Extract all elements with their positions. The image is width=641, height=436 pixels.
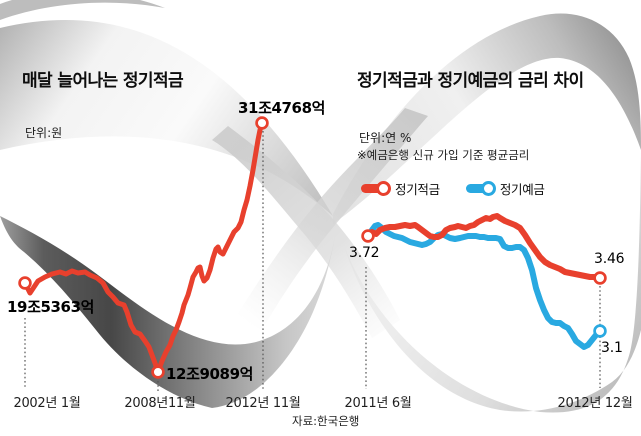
right-start-value-label: 3.72 bbox=[349, 245, 380, 261]
right-chart-title: 정기적금과 정기예금의 금리 차이 bbox=[357, 71, 584, 91]
left-peak-value-label: 31조4768억 bbox=[238, 99, 326, 117]
right-red-end-marker bbox=[593, 271, 607, 285]
ribbon-top-left-sheet bbox=[0, 20, 333, 216]
legend: 정기적금 정기예금 bbox=[361, 179, 545, 198]
right-blue-end-marker bbox=[593, 324, 607, 338]
savings-line-swatch-icon bbox=[361, 180, 391, 196]
ribbon-cross-band-ne-sw bbox=[235, 108, 428, 330]
right-start-marker bbox=[361, 229, 375, 243]
legend-label-savings: 정기적금 bbox=[395, 182, 440, 197]
right-chart-note: ※예금은행 신규 가입 기준 평균금리 bbox=[357, 148, 530, 162]
xtick-2012-11: 2012년 11월 bbox=[225, 396, 301, 411]
ribbon-corner-curl bbox=[0, 0, 165, 20]
left-peak-marker bbox=[255, 116, 269, 130]
right-savings-rate-line bbox=[365, 213, 603, 281]
right-chart-unit: 단위:연 % bbox=[359, 131, 412, 145]
right-red-end-value-label: 3.46 bbox=[594, 251, 625, 267]
ribbon-dark-crescent bbox=[0, 216, 336, 408]
xtick-2002-01: 2002년 1월 bbox=[13, 396, 81, 411]
xtick-2012-12: 2012년 12월 bbox=[557, 396, 633, 411]
left-min-value-label: 12조9089억 bbox=[166, 365, 254, 383]
right-deposit-rate-line bbox=[365, 222, 603, 350]
xtick-2011-06: 2011년 6월 bbox=[344, 396, 412, 411]
legend-item-savings: 정기적금 bbox=[361, 179, 440, 198]
xtick-2008-11: 2008년11월 bbox=[124, 396, 196, 411]
left-chart-unit: 단위:원 bbox=[25, 126, 63, 140]
left-start-value-label: 19조5363억 bbox=[7, 298, 95, 316]
left-start-marker bbox=[18, 276, 32, 290]
right-blue-end-value-label: 3.1 bbox=[601, 340, 623, 356]
legend-label-deposit: 정기예금 bbox=[499, 182, 545, 197]
ribbon-bottom-right-bowl bbox=[344, 150, 641, 413]
legend-item-deposit: 정기예금 bbox=[465, 179, 545, 198]
deposit-line-swatch-icon bbox=[465, 180, 496, 196]
left-chart-title: 매달 늘어나는 정기적금 bbox=[22, 71, 184, 91]
left-savings-balance-line bbox=[22, 120, 265, 375]
source-credit: 자료:한국은행 bbox=[292, 414, 360, 428]
ribbon-top-right-sheet bbox=[333, 13, 641, 224]
left-min-marker bbox=[151, 365, 165, 379]
